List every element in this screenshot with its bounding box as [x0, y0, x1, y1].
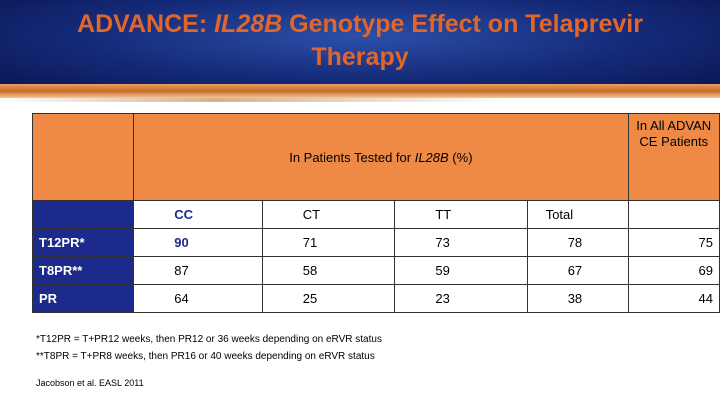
value-cell: 75	[627, 228, 720, 257]
decor-stripe	[0, 84, 720, 98]
empty-cell	[627, 200, 720, 229]
row-label: T8PR**	[31, 256, 135, 285]
all-header: In All ADVANCE Patients	[627, 113, 720, 201]
row-label: PR	[31, 284, 135, 313]
group-header: In Patients Tested for IL28B (%)	[133, 113, 629, 201]
row-label: T12PR*	[31, 228, 135, 257]
value-cell: 58	[261, 256, 396, 285]
citation: Jacobson et al. EASL 2011	[36, 378, 144, 388]
decor-stripe	[0, 98, 720, 102]
title-text: ADVANCE:	[77, 10, 215, 38]
value-cell: 69	[627, 256, 720, 285]
title: ADVANCE: IL28B Genotype Effect on Telapr…	[40, 8, 680, 74]
value-cell: 23	[394, 284, 528, 313]
value-cell: 64	[133, 284, 263, 313]
value-cell: 73	[394, 228, 528, 257]
results-table: In Patients Tested for IL28B (%) In All …	[31, 113, 720, 313]
title-text: Genotype Effect on Telaprevir Therapy	[282, 10, 643, 71]
column-header: CC	[133, 200, 263, 229]
table-row: T8PR** 87 58 59 67 69	[31, 256, 720, 285]
value-cell: 25	[261, 284, 396, 313]
value-cell: 59	[394, 256, 528, 285]
value-cell: 78	[526, 228, 629, 257]
header-italic: IL28B	[414, 149, 449, 165]
table-row: T12PR* 90 71 73 78 75	[31, 228, 720, 257]
value-cell: 38	[526, 284, 629, 313]
column-header: Total	[526, 200, 629, 229]
title-italic: IL28B	[214, 10, 283, 38]
label-cell	[31, 200, 135, 229]
header-band	[0, 0, 720, 92]
column-header: TT	[394, 200, 528, 229]
footnote: **T8PR = T+PR8 weeks, then PR16 or 40 we…	[36, 351, 375, 362]
header-text: (%)	[448, 149, 473, 165]
value-cell: 44	[627, 284, 720, 313]
footnote: *T12PR = T+PR12 weeks, then PR12 or 36 w…	[36, 334, 382, 345]
value-cell: 67	[526, 256, 629, 285]
header-cell	[31, 113, 135, 201]
value-cell: 90	[133, 228, 263, 257]
table-row: PR 64 25 23 38 44	[31, 284, 720, 313]
value-cell: 87	[133, 256, 263, 285]
value-cell: 71	[261, 228, 396, 257]
header-text: In Patients Tested for	[289, 149, 415, 165]
column-header: CT	[261, 200, 396, 229]
